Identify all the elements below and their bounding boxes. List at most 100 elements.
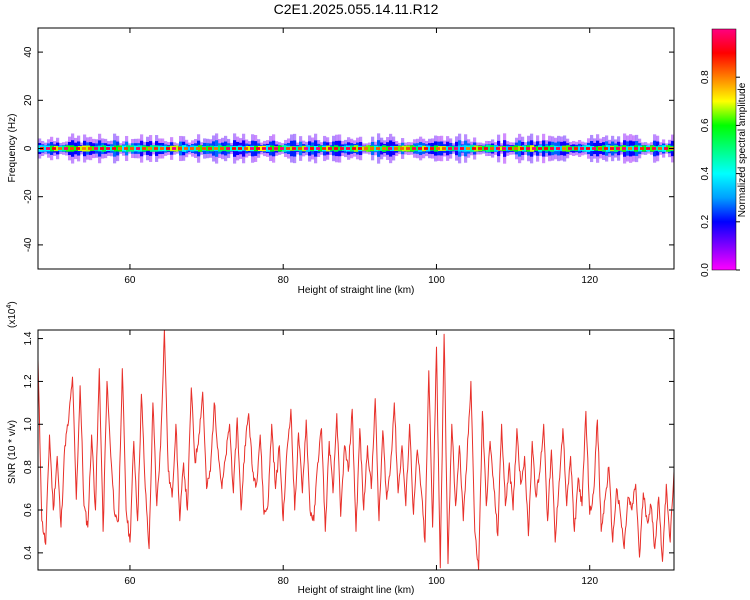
y-tick-label: 1.2 — [23, 374, 34, 388]
colorbar-label: Normalized spectral amplitude — [737, 82, 748, 217]
heatmap-core-cell — [150, 145, 155, 152]
snr-series-line — [38, 330, 674, 570]
heatmap-peak-cell — [328, 147, 332, 150]
heatmap-peak-cell — [442, 147, 446, 150]
colorbar-tick-label: 0.2 — [700, 214, 711, 228]
heatmap-peak-cell — [112, 147, 116, 150]
heatmap-core-cell — [234, 145, 239, 152]
y-tick-label: 0 — [23, 145, 34, 151]
heatmap-band — [38, 133, 674, 164]
heatmap-peak-cell — [424, 147, 428, 150]
heatmap-peak-cell — [550, 147, 554, 150]
heatmap-peak-cell — [544, 147, 548, 150]
heatmap-core-cell — [498, 146, 503, 151]
heatmap-peak-cell — [388, 147, 392, 150]
heatmap-peak-cell — [232, 147, 236, 150]
heatmap-peak-cell — [508, 147, 512, 150]
heatmap-peak-cell — [418, 147, 422, 150]
multiplier-exponent: 4 — [6, 305, 13, 309]
heatmap-core-cell — [186, 146, 191, 151]
heatmap-peak-cell — [502, 147, 506, 150]
heatmap-peak-cell — [364, 147, 368, 150]
heatmap-peak-cell — [148, 147, 152, 150]
heatmap-peak-cell — [658, 147, 662, 150]
heatmap-peak-cell — [136, 147, 140, 150]
heatmap-core-cell — [606, 145, 611, 152]
heatmap-y-label: Frequency (Hz) — [7, 114, 18, 183]
heatmap-peak-cell — [646, 147, 650, 150]
heatmap-peak-cell — [64, 147, 68, 150]
heatmap-peak-cell — [190, 147, 194, 150]
heatmap-peak-cell — [370, 147, 374, 150]
heatmap-y-axis: -40 -20 0 20 40 — [23, 46, 674, 252]
x-tick-label: 80 — [278, 275, 290, 286]
heatmap-peak-cell — [568, 147, 572, 150]
heatmap-peak-cell — [202, 147, 206, 150]
heatmap-peak-cell — [448, 147, 452, 150]
heatmap-peak-cell — [430, 147, 434, 150]
heatmap-peak-cell — [652, 147, 656, 150]
heatmap-peak-cell — [604, 147, 608, 150]
heatmap-core-cell — [402, 145, 407, 152]
heatmap-core-cell — [90, 146, 95, 151]
heatmap-x-label: Height of straight line (km) — [298, 285, 415, 296]
x-tick-label: 80 — [278, 576, 290, 587]
heatmap-core-cell — [558, 145, 563, 152]
heatmap-peak-cell — [94, 147, 98, 150]
heatmap-peak-cell — [286, 147, 290, 150]
multiplier-close: ) — [7, 301, 18, 304]
heatmap-core-cell — [114, 145, 119, 152]
heatmap-core-cell — [306, 145, 311, 152]
heatmap-core-cell — [510, 146, 515, 151]
heatmap-peak-cell — [160, 147, 164, 150]
heatmap-peak-cell — [172, 147, 176, 150]
heatmap-peak-cell — [532, 147, 536, 150]
heatmap-core-cell — [318, 145, 323, 152]
heatmap-core-cell — [174, 145, 179, 152]
heatmap-peak-cell — [244, 147, 248, 150]
heatmap-core-cell — [654, 146, 659, 151]
heatmap-core-cell — [54, 145, 59, 152]
heatmap-peak-cell — [334, 147, 338, 150]
heatmap-core-cell — [282, 145, 287, 152]
heatmap-peak-cell — [622, 147, 626, 150]
heatmap-core-cell — [366, 145, 371, 152]
x-tick-label: 100 — [428, 576, 445, 587]
heatmap-peak-cell — [196, 147, 200, 150]
heatmap-peak-cell — [262, 147, 266, 150]
heatmap-peak-cell — [52, 147, 56, 150]
heatmap-peak-cell — [352, 147, 356, 150]
heatmap-core-cell — [270, 145, 275, 152]
colorbar-gradient — [712, 29, 736, 270]
heatmap-core-cell — [414, 146, 419, 151]
heatmap-peak-cell — [280, 147, 284, 150]
heatmap-peak-cell — [322, 147, 326, 150]
colorbar-tick-label: 0.4 — [700, 166, 711, 180]
heatmap-peak-cell — [640, 147, 644, 150]
colorbar-frame — [711, 28, 737, 271]
heatmap-peak-cell — [460, 147, 464, 150]
heatmap-core-cell — [222, 146, 227, 151]
heatmap-peak-cell — [574, 147, 578, 150]
y-tick-label: 1.0 — [23, 417, 34, 431]
colorbar-axis: 0.0 0.2 0.4 0.6 0.8 — [700, 70, 740, 277]
heatmap-peak-cell — [274, 147, 278, 150]
heatmap-peak-cell — [316, 147, 320, 150]
heatmap-peak-cell — [124, 147, 128, 150]
heatmap-peak-cell — [154, 147, 158, 150]
heatmap-peak-cell — [118, 147, 122, 150]
heatmap-peak-cell — [478, 147, 482, 150]
heatmap-peak-cell — [292, 147, 296, 150]
snr-y-axis: 0.4 0.6 0.8 1.0 1.2 1.4 — [23, 331, 674, 560]
heatmap-core-cell — [630, 145, 635, 152]
colorbar-tick-label: 0.6 — [700, 118, 711, 132]
heatmap-peak-cell — [526, 147, 530, 150]
heatmap-core-cell — [354, 145, 359, 152]
heatmap-peak-cell — [178, 147, 182, 150]
multiplier-base: (x10 — [7, 308, 18, 328]
y-tick-label: 0.8 — [23, 460, 34, 474]
heatmap-peak-cell — [466, 147, 470, 150]
heatmap-peak-cell — [226, 147, 230, 150]
heatmap-core-cell — [438, 146, 443, 151]
